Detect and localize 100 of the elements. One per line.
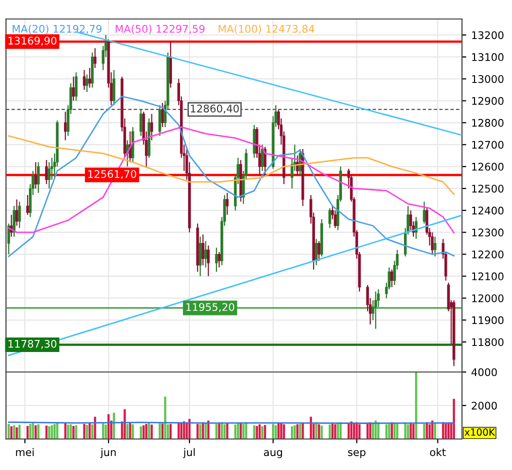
y-tick-label: 13000 xyxy=(472,75,504,83)
line-series xyxy=(8,135,455,195)
bar xyxy=(294,425,296,439)
bar xyxy=(356,422,358,439)
bar xyxy=(161,424,164,439)
candlestick xyxy=(422,201,426,224)
bar xyxy=(410,422,412,439)
bar xyxy=(150,424,153,439)
text: x100K xyxy=(464,428,496,436)
bar xyxy=(320,426,323,439)
bar xyxy=(129,423,132,439)
y-tick-label: 13200 xyxy=(472,31,504,40)
y-tick-label: 12100 xyxy=(472,272,504,280)
x-tick-label: jul xyxy=(183,448,195,458)
y-tick-label: 12300 xyxy=(472,228,504,236)
bar xyxy=(253,425,256,439)
bar xyxy=(334,424,336,439)
candlestick xyxy=(202,234,204,266)
bar xyxy=(315,423,318,439)
candlestick xyxy=(226,192,229,216)
y-tick-label: 4000 xyxy=(472,368,497,376)
bar xyxy=(83,424,86,439)
candlestick xyxy=(86,74,88,93)
candlestick xyxy=(64,111,67,141)
candlestick xyxy=(140,108,142,136)
candlestick xyxy=(26,194,29,216)
bar xyxy=(431,420,434,439)
bar xyxy=(32,423,34,439)
bar xyxy=(396,424,398,439)
candlestick xyxy=(161,102,164,128)
y-tick-label: 12000 xyxy=(472,294,504,302)
candlestick xyxy=(198,236,202,277)
y-tick-label: 12900 xyxy=(472,97,504,105)
bar xyxy=(124,409,126,439)
candlestick xyxy=(215,247,218,272)
y-tick-label: 12700 xyxy=(472,140,504,149)
bar xyxy=(48,426,50,439)
candlestick xyxy=(34,162,38,190)
bar xyxy=(302,422,304,439)
candlestick xyxy=(88,67,92,88)
y-tick-label: 12500 xyxy=(472,184,504,193)
bar xyxy=(236,424,240,439)
y-tick-label: 12800 xyxy=(472,118,504,127)
bar xyxy=(102,424,104,439)
candlestick xyxy=(94,48,96,68)
bar xyxy=(45,426,48,439)
x-tick-label: mei xyxy=(16,448,34,456)
candlestick xyxy=(18,201,21,229)
x-tick-label: jun xyxy=(100,448,116,458)
x-tick-label: sep xyxy=(348,450,366,458)
candlestick xyxy=(204,240,208,268)
candlestick xyxy=(150,113,154,141)
bar xyxy=(29,424,32,439)
bar xyxy=(234,424,236,439)
y-tick-label: 13100 xyxy=(472,53,504,62)
bar xyxy=(66,424,70,439)
candlestick xyxy=(48,162,51,190)
candlestick xyxy=(430,232,434,255)
y-tick-label: 12600 xyxy=(472,162,504,171)
bar xyxy=(369,422,372,439)
candlestick xyxy=(207,244,210,277)
ref-line-label: 11787,30 xyxy=(8,340,56,349)
text: MA(100) 12473,84 xyxy=(218,24,314,34)
bar xyxy=(186,422,188,439)
bar xyxy=(158,423,161,439)
text: MA(20) 12192,79 xyxy=(12,24,102,34)
candlestick xyxy=(218,252,221,268)
candlestick xyxy=(414,216,418,240)
bar xyxy=(444,424,447,439)
candlestick xyxy=(318,240,320,262)
y-tick-label: 11800 xyxy=(472,338,504,346)
candlestick xyxy=(72,76,75,102)
bar xyxy=(280,422,282,439)
bar xyxy=(164,396,166,439)
line-series xyxy=(8,96,455,258)
bar xyxy=(226,422,228,439)
bar xyxy=(104,424,107,439)
bar xyxy=(274,425,277,439)
candlestick xyxy=(328,208,332,229)
candlestick xyxy=(158,104,162,136)
bar xyxy=(199,424,202,439)
bar xyxy=(240,422,242,439)
candlestick xyxy=(15,198,18,226)
ref-line-label: 11955,20 xyxy=(186,303,234,312)
bar xyxy=(56,422,58,439)
bar xyxy=(34,425,37,439)
candlestick xyxy=(374,290,378,330)
bar xyxy=(348,422,350,439)
bar xyxy=(328,424,331,439)
candlestick xyxy=(264,146,266,176)
bar xyxy=(145,424,148,439)
ref-line-label: 12860,40 xyxy=(190,104,239,114)
y-tick-label: 12400 xyxy=(472,206,504,215)
candlestick xyxy=(390,269,394,288)
x-tick-label: aug xyxy=(264,450,282,458)
candlestick xyxy=(12,205,16,238)
ref-line-label: 13169,90 xyxy=(8,36,56,46)
bar xyxy=(132,424,134,439)
x-tick-label: okt xyxy=(430,448,446,456)
bar xyxy=(178,422,180,439)
